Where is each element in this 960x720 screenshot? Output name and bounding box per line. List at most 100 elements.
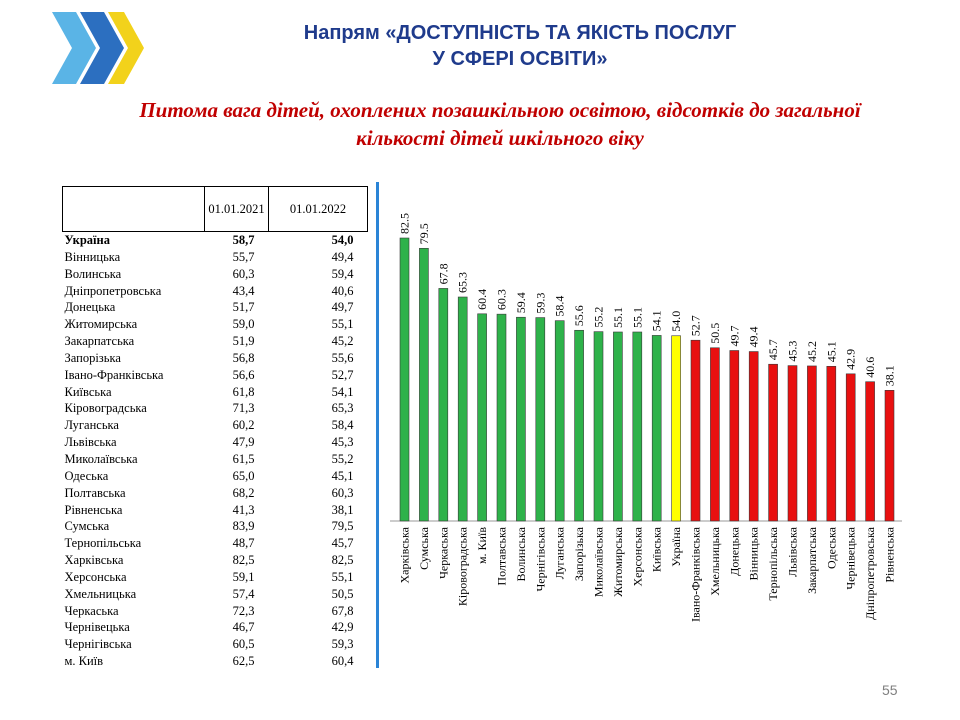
table-cell-region: Миколаївська (64, 451, 138, 466)
table-cell-region: Запорізька (64, 350, 121, 365)
table-cell-2021: 83,9 (232, 519, 255, 534)
table-body: Україна 58,7 54,0 Вінницька 55,7 49,4 Волинськ… (63, 232, 368, 670)
table-cell-2022: 40,6 (331, 283, 354, 298)
table-cell-2021: 51,7 (232, 300, 255, 315)
bar-value-label: 45.1 (824, 341, 838, 362)
table-cell-region: Тернопільська (64, 536, 142, 551)
bar-20 (787, 365, 798, 522)
vertical-divider (376, 182, 379, 668)
table-cell-region: Харківська (64, 553, 124, 568)
table-cell-2021: 59,0 (232, 317, 255, 332)
table-cell-2021: 62,5 (232, 654, 255, 669)
bar-value-label: 65.3 (456, 272, 470, 293)
table-cell-2022: 79,5 (331, 519, 354, 534)
category-label: Херсонська (630, 526, 644, 586)
table-row: Рівненська 41,3 38,1 (63, 502, 368, 519)
table-row: Хмельницька 57,4 50,5 (63, 586, 368, 603)
table-row: Полтавська 68,2 60,3 (63, 485, 368, 502)
table-cell-region: Чернівецька (64, 620, 130, 635)
table-cell-2021: 61,5 (232, 451, 255, 466)
table-cell-2022: 55,1 (331, 317, 354, 332)
table-cell-2021: 43,4 (232, 283, 255, 298)
table-cell-region: Луганська (64, 418, 119, 433)
bar-value-label: 79.5 (417, 223, 431, 244)
bar-14 (671, 335, 681, 522)
table-row: Запорізька 56,8 55,6 (63, 350, 368, 367)
bar-6 (516, 316, 526, 522)
table-cell-region: м. Київ (64, 654, 104, 669)
table-cell-region: Чернігівська (64, 637, 132, 652)
bar-5 (496, 313, 507, 522)
logo-icon (52, 12, 144, 84)
table-cell-region: Україна (64, 233, 110, 247)
table-row: Україна 58,7 54,0 (63, 232, 368, 249)
table-cell-2022: 60,4 (331, 654, 354, 669)
category-label: Київська (650, 526, 664, 572)
category-label: Закарпатська (805, 526, 819, 594)
table-cell-2021: 56,6 (232, 367, 255, 382)
table-cell-region: Сумська (64, 519, 110, 534)
table-cell-2021: 58,7 (232, 233, 255, 247)
table-cell-region: Закарпатська (64, 334, 135, 349)
bar-4 (477, 313, 487, 522)
table-row: Луганська 60,2 58,4 (63, 417, 368, 434)
category-label: Полтавська (495, 526, 509, 585)
table-cell-2021: 82,5 (232, 553, 255, 568)
title-line-1: Напрям «ДОСТУПНІСТЬ ТА ЯКІСТЬ ПОСЛУГ (303, 22, 737, 44)
table-cell-region: Черкаська (64, 603, 119, 618)
bar-value-label: 40.6 (863, 357, 877, 378)
category-label: Чернігівська (533, 526, 547, 591)
bar-value-label: 67.8 (436, 263, 450, 284)
bar-value-label: 50.5 (708, 323, 722, 344)
table-cell-2022: 55,2 (331, 451, 354, 466)
bar-15 (690, 339, 701, 522)
bar-19 (768, 363, 778, 522)
table-cell-2022: 54,0 (331, 233, 354, 247)
table-row: Чернігівська 60,5 59,3 (63, 636, 368, 653)
bar-25 (884, 390, 895, 522)
table-cell-region: Дніпропетровська (64, 283, 162, 298)
category-label: Тернопільська (766, 526, 780, 600)
table-cell-2022: 52,7 (331, 367, 354, 382)
table-cell-region: Житомирська (64, 317, 138, 332)
subtitle-line-1: Питома вага дітей, охоплених позашкільно… (139, 98, 861, 122)
bar-18 (748, 351, 759, 522)
bar-value-label: 45.3 (786, 341, 800, 362)
category-label: Луганська (553, 526, 567, 579)
bar-1 (419, 247, 429, 522)
bar-value-label: 82.5 (398, 213, 412, 234)
bar-value-label: 58.4 (553, 296, 567, 317)
category-label: м. Київ (475, 527, 489, 564)
table-row: Кіровоградська 71,3 65,3 (63, 400, 368, 417)
table-cell-region: Рівненська (64, 502, 123, 517)
bar-value-label: 54.0 (669, 311, 683, 332)
bar-9 (574, 329, 584, 522)
table-header-blank (62, 186, 205, 232)
table-cell-region: Вінницька (64, 249, 121, 264)
table-row: Волинська 60,3 59,4 (63, 266, 368, 283)
table-cell-2021: 48,7 (232, 536, 255, 551)
table-cell-region: Київська (64, 384, 112, 399)
table-cell-region: Донецька (64, 300, 116, 315)
table-header-2021: 01.01.2021 (204, 186, 269, 232)
table-row: Херсонська 59,1 55,1 (63, 569, 368, 586)
bar-11 (613, 331, 623, 522)
category-label: Вінницька (747, 526, 761, 580)
bar-8 (554, 320, 565, 522)
table-cell-2021: 61,8 (232, 384, 255, 399)
bar-value-label: 55.1 (611, 307, 625, 328)
bar-17 (729, 350, 740, 522)
bar-chart: 82.5 Харківська 79.5 Сумська 67.8 Черкаська 65… (390, 213, 902, 622)
category-label: Миколаївська (592, 526, 606, 597)
chart-subtitle: Питома вага дітей, охоплених позашкільно… (60, 96, 940, 152)
table-cell-2022: 45,1 (331, 468, 354, 483)
bar-value-label: 38.1 (883, 365, 897, 386)
category-label: Сумська (417, 526, 431, 570)
table-row: Вінницька 55,7 49,4 (63, 249, 368, 266)
table-cell-2021: 51,9 (232, 334, 255, 349)
table-row: Житомирська 59,0 55,1 (63, 316, 368, 333)
page-title: Напрям «ДОСТУПНІСТЬ ТА ЯКІСТЬ ПОСЛУГ У С… (200, 20, 840, 72)
bar-13 (651, 335, 662, 522)
category-label: Україна (669, 526, 683, 566)
table-cell-2022: 59,4 (331, 266, 354, 281)
